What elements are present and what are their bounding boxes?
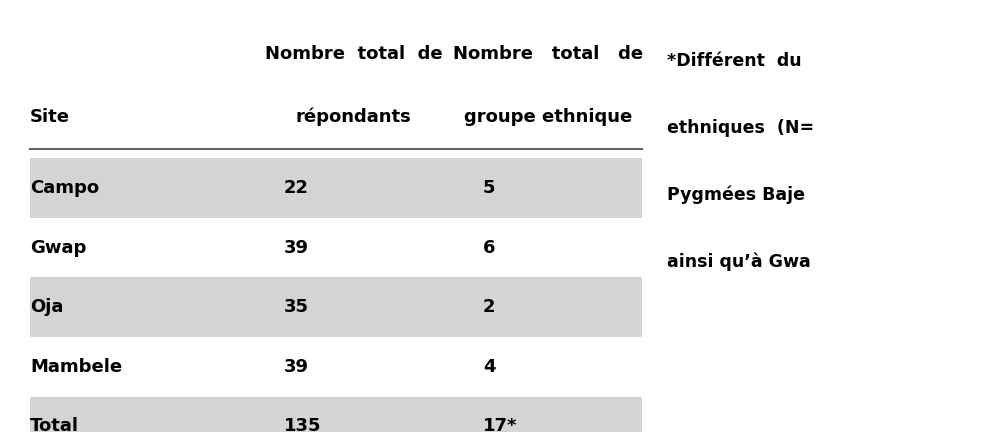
Text: ethniques  (N=: ethniques (N= [667, 119, 815, 137]
Text: groupe ethnique: groupe ethnique [464, 108, 631, 126]
Bar [30, 337, 642, 397]
Text: Gwap: Gwap [30, 238, 87, 257]
Text: Nombre   total   de: Nombre total de [453, 45, 642, 63]
Text: 4: 4 [483, 358, 496, 376]
Text: 2: 2 [483, 298, 496, 316]
Text: 135: 135 [284, 417, 322, 432]
Bar [30, 277, 642, 337]
Text: Pygmées Baje: Pygmées Baje [667, 186, 806, 204]
Bar [30, 397, 642, 432]
Text: ainsi qu’à Gwa: ainsi qu’à Gwa [667, 253, 811, 271]
Text: 22: 22 [284, 179, 309, 197]
Text: répondants: répondants [296, 108, 411, 126]
Text: Total: Total [30, 417, 79, 432]
Text: 17*: 17* [483, 417, 518, 432]
Text: Nombre  total  de: Nombre total de [265, 45, 442, 63]
Text: Mambele: Mambele [30, 358, 122, 376]
Text: 39: 39 [284, 238, 309, 257]
Bar [30, 218, 642, 277]
Text: Site: Site [30, 108, 70, 126]
Text: 5: 5 [483, 179, 496, 197]
Text: 39: 39 [284, 358, 309, 376]
Text: Oja: Oja [30, 298, 64, 316]
Text: *Différent  du: *Différent du [667, 52, 802, 70]
Text: Campo: Campo [30, 179, 99, 197]
Text: 35: 35 [284, 298, 309, 316]
Bar [30, 158, 642, 218]
Text: 6: 6 [483, 238, 496, 257]
